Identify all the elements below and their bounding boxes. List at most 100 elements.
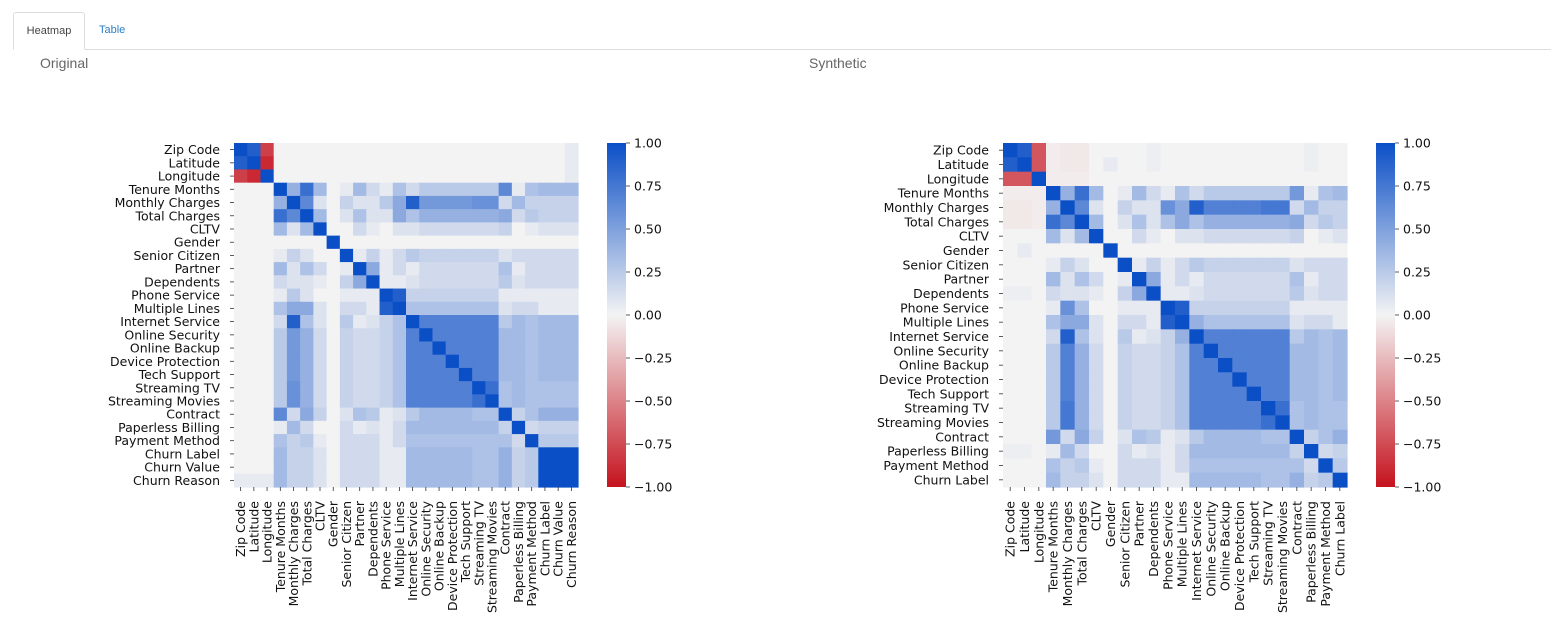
heatmap-cell	[1189, 386, 1205, 402]
heatmap-cell	[551, 460, 566, 475]
heatmap-cell	[286, 235, 301, 250]
heatmap-cell	[379, 209, 394, 223]
heatmap-cell	[1089, 243, 1104, 259]
heatmap-cell	[1246, 472, 1262, 488]
heatmap-cell	[1232, 415, 1248, 431]
heatmap-cell	[353, 169, 367, 184]
heatmap-cell	[1203, 200, 1219, 216]
colorbar-tick-label: −0.50	[634, 394, 672, 409]
heatmap-cell	[379, 169, 394, 184]
heatmap-cell	[551, 407, 566, 422]
heatmap-cell	[1332, 214, 1348, 230]
heatmap-cell	[432, 235, 447, 250]
heatmap-cell	[286, 195, 301, 210]
heatmap-cell	[273, 156, 288, 171]
heatmap-cell	[485, 381, 500, 395]
heatmap-cell	[392, 262, 407, 276]
heatmap-cell	[1003, 257, 1018, 273]
heatmap-cell	[538, 143, 553, 157]
heatmap-cell	[1060, 372, 1076, 388]
heatmap-cell	[234, 381, 248, 395]
heatmap-cell	[498, 182, 513, 197]
column-tick-label: Device Protection	[1232, 501, 1247, 611]
heatmap-cell	[1089, 214, 1104, 230]
heatmap-cell	[1074, 386, 1090, 402]
heatmap-cell	[300, 301, 314, 316]
heatmap-cell	[1332, 458, 1348, 474]
heatmap-cell	[234, 315, 248, 329]
heatmap-cell	[1289, 243, 1305, 259]
heatmap-cell	[1132, 458, 1147, 474]
heatmap-cell	[392, 182, 407, 197]
heatmap-cell	[392, 209, 407, 223]
heatmap-cell	[538, 182, 553, 197]
heatmap-cell	[445, 275, 460, 290]
heatmap-cell	[551, 235, 566, 250]
heatmap-cell	[1203, 329, 1219, 345]
heatmap-cell	[1246, 143, 1262, 158]
heatmap-cell	[1146, 286, 1162, 302]
heatmap-cell	[445, 407, 460, 422]
column-tick-label: Gender	[326, 500, 341, 547]
row-tick-label: Paperless Billing	[118, 420, 220, 435]
heatmap-cell	[313, 195, 328, 210]
heatmap-cell	[379, 288, 394, 303]
heatmap-cell	[1146, 401, 1162, 416]
heatmap-cell	[538, 434, 553, 448]
heatmap-cell	[1003, 243, 1018, 259]
heatmap-cell	[1304, 429, 1319, 445]
heatmap-cell	[406, 328, 420, 343]
heatmap-cell	[379, 315, 394, 329]
heatmap-cell	[1332, 157, 1348, 173]
heatmap-cell	[511, 156, 526, 171]
heatmap-cell	[300, 235, 314, 250]
heatmap-cell	[472, 275, 486, 290]
column-tick-label: Total Charges	[299, 501, 314, 587]
heatmap-cell	[353, 209, 367, 223]
heatmap-cell	[326, 301, 341, 316]
column-tick-label: Partner	[352, 500, 367, 546]
heatmap-cell	[1304, 243, 1319, 259]
heatmap-cell	[525, 169, 539, 184]
heatmap-cell	[538, 315, 553, 329]
heatmap-cell	[300, 315, 314, 329]
heatmap-cell	[458, 156, 473, 171]
heatmap-cell	[445, 301, 460, 316]
heatmap-cell	[472, 195, 486, 210]
tab-table[interactable]: Table	[99, 24, 126, 36]
heatmap-cell	[445, 367, 460, 382]
row-tick-label: Tech Support	[138, 367, 220, 382]
heatmap-cell	[1103, 243, 1119, 259]
heatmap-cell	[1203, 415, 1219, 431]
heatmap-cell	[472, 341, 486, 356]
heatmap-cell	[419, 288, 434, 303]
heatmap-cell	[1246, 372, 1262, 388]
heatmap-cell	[1074, 444, 1090, 459]
heatmap-cell	[273, 460, 288, 475]
heatmap-cell	[1203, 372, 1219, 388]
heatmap-cell	[1275, 214, 1291, 230]
heatmap-cell	[1304, 415, 1319, 431]
heatmap-cell	[260, 407, 275, 422]
heatmap-cell	[1060, 229, 1076, 244]
tab-heatmap[interactable]: Heatmap	[13, 12, 85, 50]
row-tick-label: CLTV	[959, 229, 990, 244]
colorbar	[1376, 143, 1395, 487]
heatmap-cell	[286, 288, 301, 303]
column-tick-label: Tenure Months	[273, 501, 288, 593]
heatmap-cell	[286, 275, 301, 290]
heatmap-cell	[485, 248, 500, 263]
heatmap-cell	[1031, 157, 1047, 173]
heatmap-cell	[392, 248, 407, 263]
column-tick-label: Online Backup	[432, 501, 447, 591]
heatmap-cell	[300, 209, 314, 223]
heatmap-cell	[432, 288, 447, 303]
heatmap-cell	[1146, 300, 1162, 316]
heatmap-cell	[234, 328, 248, 343]
heatmap-cell	[1275, 300, 1291, 316]
column-tick-label: Senior Citizen	[339, 501, 354, 588]
heatmap-cell	[458, 222, 473, 237]
heatmap-cell	[247, 341, 262, 356]
heatmap-cell	[1017, 229, 1033, 244]
heatmap-cell	[300, 288, 314, 303]
